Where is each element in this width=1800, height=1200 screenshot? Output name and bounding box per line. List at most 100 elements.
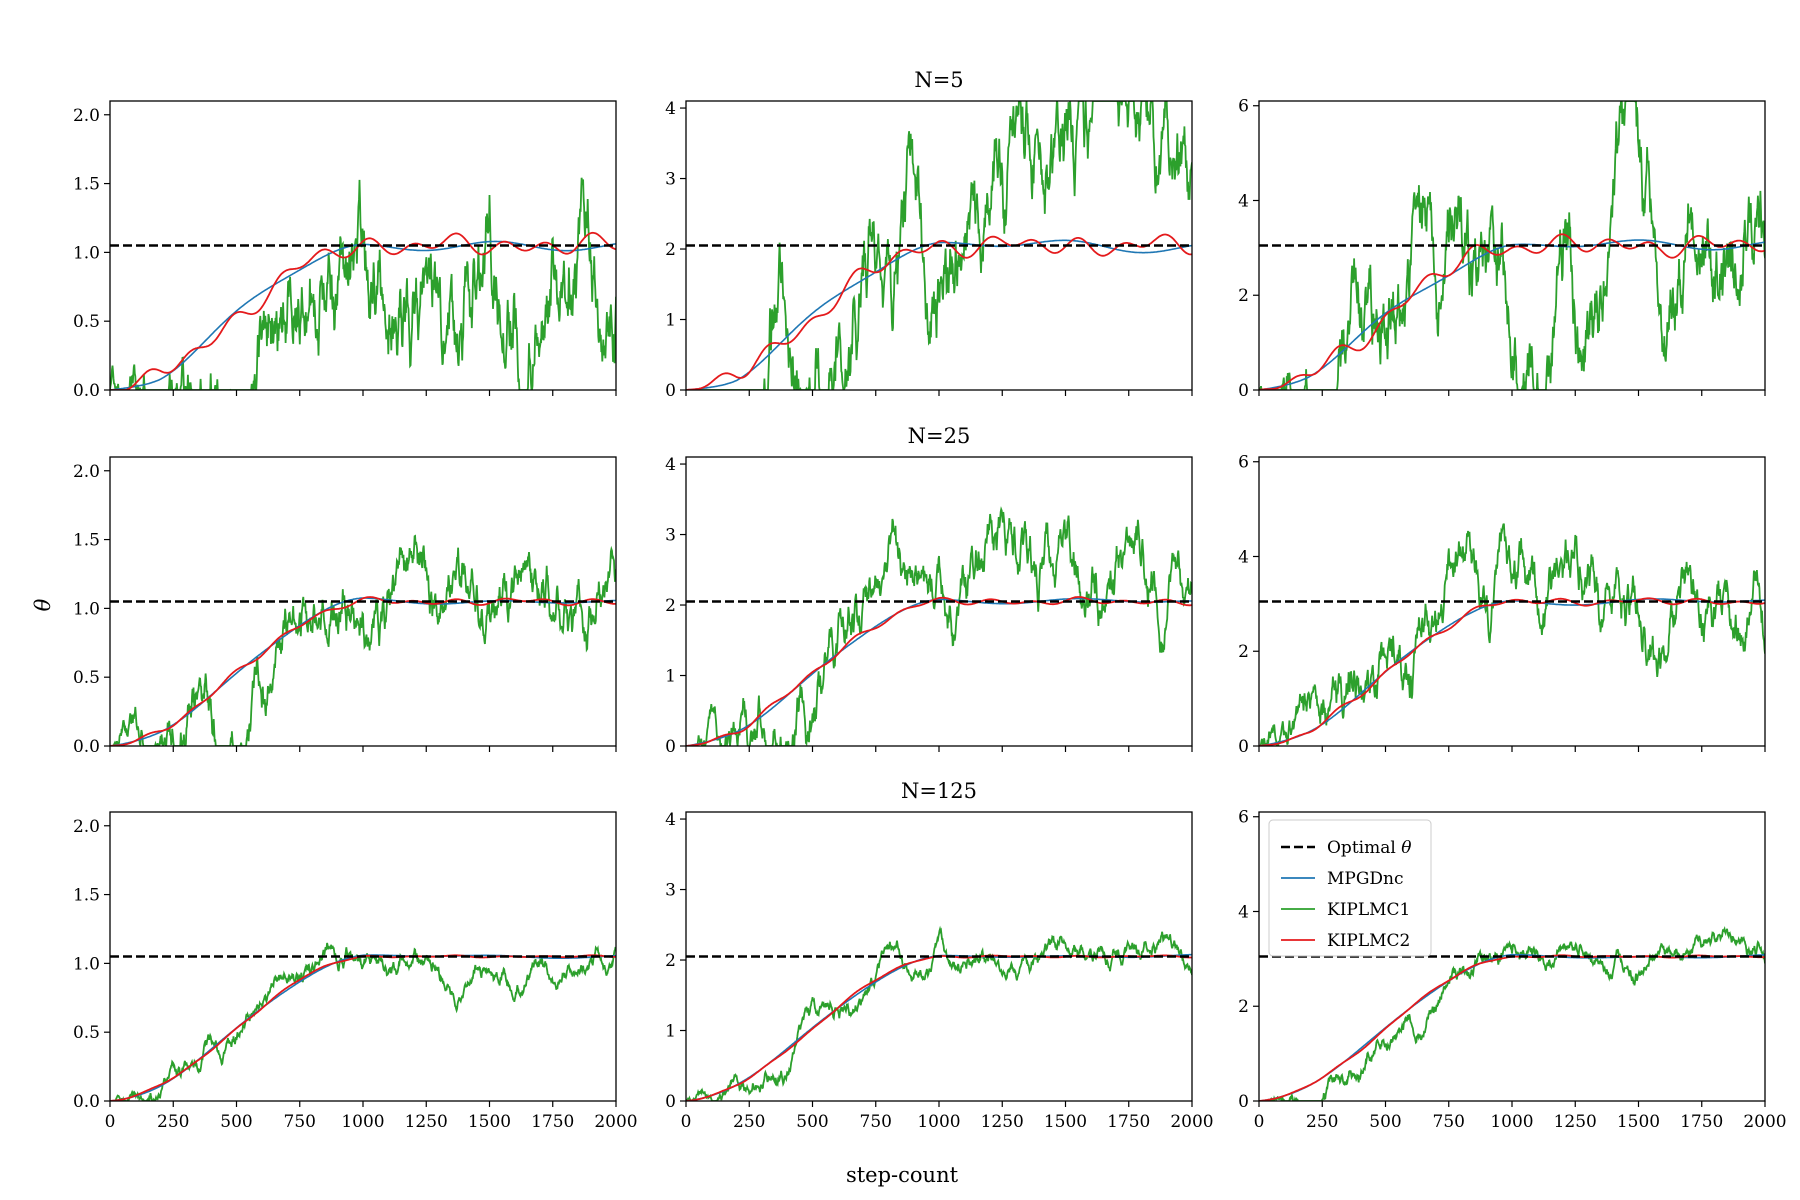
series-KIPLMC2 xyxy=(110,231,616,390)
panel-r1-c3: 0 2 4 6 xyxy=(1238,97,1766,401)
plot-area xyxy=(686,925,1192,1101)
x-tick-label: 2000 xyxy=(1170,1112,1213,1132)
series-MPGDnc xyxy=(686,239,1192,390)
series-KIPLMC2 xyxy=(1259,233,1765,390)
y-tick-label: 0 xyxy=(1238,1092,1249,1112)
x-tick-label: 750 xyxy=(284,1112,316,1132)
panel-title: N=125 xyxy=(901,779,977,803)
y-tick-label: 2.0 xyxy=(73,106,100,126)
x-tick-label: 250 xyxy=(733,1112,765,1132)
y-tick-label: 0 xyxy=(1238,381,1249,401)
legend: Optimal θ MPGDnc KIPLMC1 KIPLMC2 xyxy=(1268,819,1432,957)
x-tick-label: 2000 xyxy=(594,1112,637,1132)
legend-label-symbol: θ xyxy=(1401,838,1411,858)
y-tick-label: 1.0 xyxy=(73,243,100,263)
x-tick-label: 0 xyxy=(681,1112,692,1132)
y-tick-label: 6 xyxy=(1238,97,1249,117)
panel-grid: 0.0 0.5 1.0 1.5 2.0 0 1 2 3 4 N=5 0 2 4 6 0.0 0.5 1.0 1.5 2… xyxy=(73,68,1787,1132)
y-tick-label: 1.0 xyxy=(73,599,100,619)
y-tick-label: 0.5 xyxy=(73,668,100,688)
y-tick-label: 0.5 xyxy=(73,312,100,332)
series-KIPLMC1 xyxy=(686,925,1192,1101)
panel-r3-c1: 0.0 0.5 1.0 1.5 2.0 0 250 500 750 1000 1250 1500 175… xyxy=(73,811,638,1132)
x-tick-label: 500 xyxy=(796,1112,828,1132)
panel-r2-c2: 0 1 2 3 4 N=25 xyxy=(665,424,1193,757)
series-KIPLMC2 xyxy=(686,233,1192,390)
legend-label-prefix: Optimal xyxy=(1327,838,1401,858)
x-tick-label: 1750 xyxy=(531,1112,574,1132)
plot-area xyxy=(110,177,616,390)
y-tick-label: 1.0 xyxy=(73,954,100,974)
plot-area xyxy=(110,942,616,1101)
y-tick-label: 2 xyxy=(665,596,676,616)
y-tick-label: 3 xyxy=(665,881,676,901)
series-MPGDnc xyxy=(686,597,1192,746)
panel-r2-c1: 0.0 0.5 1.0 1.5 2.0 xyxy=(73,456,617,757)
y-tick-label: 1 xyxy=(665,667,676,687)
x-tick-label: 1000 xyxy=(917,1112,960,1132)
series-KIPLMC1 xyxy=(110,177,616,390)
legend-label-KIPLMC1: KIPLMC1 xyxy=(1327,900,1410,920)
y-tick-label: 3 xyxy=(665,526,676,546)
y-tick-label: 0.0 xyxy=(73,737,100,757)
x-tick-label: 0 xyxy=(1254,1112,1265,1132)
x-tick-label: 1750 xyxy=(1107,1112,1150,1132)
y-tick-label: 0.0 xyxy=(73,1092,100,1112)
x-tick-label: 500 xyxy=(1369,1112,1401,1132)
plot-area xyxy=(110,534,616,746)
legend-box xyxy=(1268,819,1432,957)
x-tick-label: 2000 xyxy=(1743,1112,1786,1132)
panel-title: N=5 xyxy=(914,68,963,92)
y-tick-label: 2 xyxy=(1238,642,1249,662)
legend-label-optimal: Optimal θ xyxy=(1327,838,1411,858)
y-tick-label: 2 xyxy=(1238,286,1249,306)
series-KIPLMC2 xyxy=(686,596,1192,746)
series-MPGDnc xyxy=(1259,598,1765,746)
y-tick-label: 0 xyxy=(665,381,676,401)
y-tick-label: 0.0 xyxy=(73,381,100,401)
panel-r2-c3: 0 2 4 6 xyxy=(1238,453,1766,757)
panel-r1-c1: 0.0 0.5 1.0 1.5 2.0 xyxy=(73,100,617,401)
plot-area xyxy=(1259,523,1765,746)
y-tick-label: 2.0 xyxy=(73,462,100,482)
x-tick-label: 250 xyxy=(157,1112,189,1132)
y-axis-label: θ xyxy=(31,598,55,611)
series-KIPLMC2 xyxy=(110,954,616,1101)
series-KIPLMC1 xyxy=(1259,101,1765,390)
x-tick-label: 250 xyxy=(1306,1112,1338,1132)
x-tick-label: 500 xyxy=(220,1112,252,1132)
series-KIPLMC1 xyxy=(1259,523,1765,746)
series-MPGDnc xyxy=(110,240,616,390)
x-tick-label: 0 xyxy=(105,1112,116,1132)
y-tick-label: 4 xyxy=(1238,902,1249,922)
y-tick-label: 4 xyxy=(665,455,676,475)
series-KIPLMC1 xyxy=(686,506,1192,746)
y-tick-label: 2 xyxy=(1238,997,1249,1017)
y-tick-label: 4 xyxy=(1238,547,1249,567)
y-tick-label: 3 xyxy=(665,170,676,190)
panel-r1-c2: 0 1 2 3 4 N=5 xyxy=(665,68,1193,401)
series-KIPLMC1 xyxy=(1259,925,1765,1101)
series-KIPLMC1 xyxy=(110,942,616,1101)
y-tick-label: 0.5 xyxy=(73,1023,100,1043)
y-tick-label: 1 xyxy=(665,1022,676,1042)
y-tick-label: 1.5 xyxy=(73,531,100,551)
y-tick-label: 0 xyxy=(665,737,676,757)
y-tick-label: 0 xyxy=(1238,737,1249,757)
x-tick-label: 1500 xyxy=(1044,1112,1087,1132)
y-tick-label: 6 xyxy=(1238,453,1249,473)
plot-area xyxy=(686,101,1192,390)
x-tick-label: 1250 xyxy=(1554,1112,1597,1132)
series-MPGDnc xyxy=(686,953,1192,1101)
panel-r3-c2: 0 1 2 3 4 0 250 500 750 1000 1250 1500 1750 2000 N=125 xyxy=(665,779,1213,1132)
legend-label-MPGDnc: MPGDnc xyxy=(1327,869,1404,889)
x-tick-label: 1250 xyxy=(405,1112,448,1132)
panel-title: N=25 xyxy=(908,424,971,448)
x-tick-label: 750 xyxy=(1433,1112,1465,1132)
y-tick-label: 2.0 xyxy=(73,817,100,837)
x-tick-label: 1000 xyxy=(341,1112,384,1132)
y-tick-label: 2 xyxy=(665,240,676,260)
y-tick-label: 2 xyxy=(665,951,676,971)
x-tick-label: 750 xyxy=(860,1112,892,1132)
